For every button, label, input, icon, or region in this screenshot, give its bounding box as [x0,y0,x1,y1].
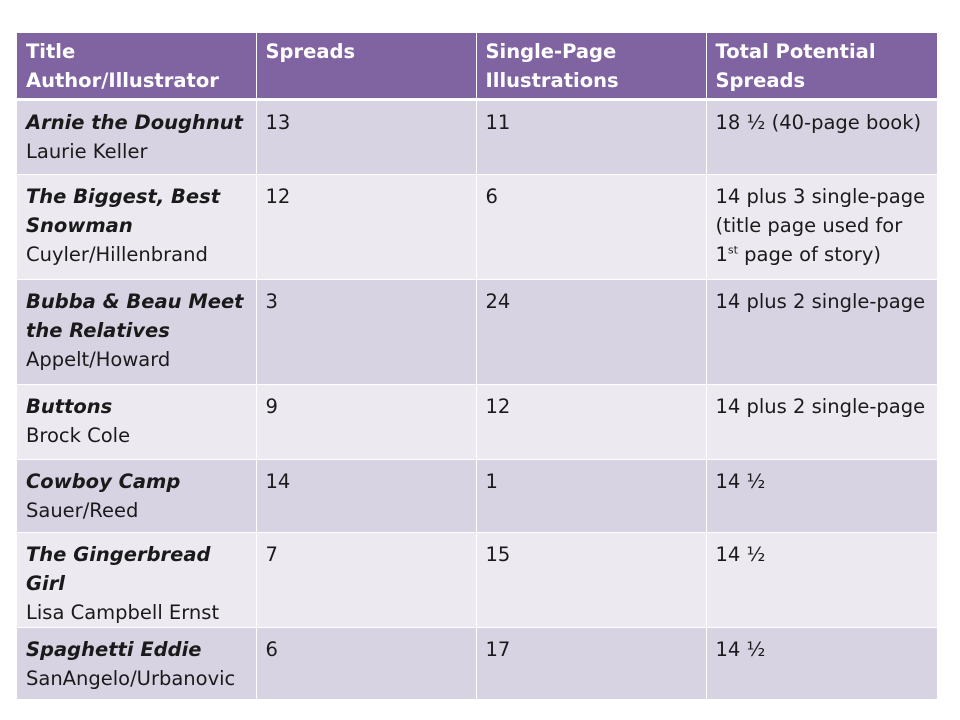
table-row: Buttons Brock Cole 9 12 14 plus 2 single… [17,384,937,460]
total-line3-ordinal: st [727,243,738,256]
header-total-potential: Total Potential Spreads [706,33,937,101]
table-header-row: Title Author/Illustrator Spreads Single-… [17,33,937,101]
total-cell: 14 plus 2 single-page [706,384,937,460]
book-author: Cuyler/Hillenbrand [26,242,208,266]
book-cell: Arnie the Doughnut Laurie Keller [17,99,257,175]
header-spreads: Spreads [256,33,477,101]
book-cell: Buttons Brock Cole [17,384,257,460]
total-line3-number: 1 [715,242,728,266]
single-page-cell: 17 [476,627,707,700]
book-title-line1: The Biggest, Best [26,184,221,208]
table-row: The Biggest, Best Snowman Cuyler/Hillenb… [17,174,937,280]
book-author: Lisa Campbell Ernst [26,600,220,624]
total-line2: (title page used for [715,213,903,237]
single-page-cell: 11 [476,99,707,175]
book-cell: The Biggest, Best Snowman Cuyler/Hillenb… [17,174,257,280]
single-page-cell: 6 [476,174,707,280]
total-cell: 14 plus 2 single-page [706,279,937,385]
total-cell: 14 ½ [706,459,937,533]
picture-book-spreads-table: Title Author/Illustrator Spreads Single-… [17,33,937,700]
table-row: Spaghetti Eddie SanAngelo/Urbanovic 6 17… [17,627,937,700]
book-title-line2: Snowman [26,213,133,237]
spreads-cell: 7 [256,532,477,628]
total-line3: 1st page of story) [716,240,932,269]
header-title-author: Title Author/Illustrator [17,33,257,101]
book-cell: Spaghetti Eddie SanAngelo/Urbanovic [17,627,257,700]
book-author: SanAngelo/Urbanovic [26,666,236,690]
table-row: Cowboy Camp Sauer/Reed 14 1 14 ½ [17,459,937,533]
single-page-cell: 1 [476,459,707,533]
book-cell: Bubba & Beau Meet the Relatives Appelt/H… [17,279,257,385]
total-line3-rest: page of story) [737,242,881,266]
book-title-line1: Bubba & Beau Meet [26,289,244,313]
table-row: The Gingerbread Girl Lisa Campbell Ernst… [17,532,937,628]
book-author: Laurie Keller [26,139,148,163]
book-title: Buttons [26,394,113,418]
book-title: Arnie the Doughnut [26,110,243,134]
spreads-cell: 6 [256,627,477,700]
total-cell: 14 ½ [706,627,937,700]
book-title-line2: the Relatives [26,318,170,342]
single-page-cell: 24 [476,279,707,385]
table-row: Arnie the Doughnut Laurie Keller 13 11 1… [17,99,937,175]
book-author: Sauer/Reed [26,498,139,522]
spreads-cell: 12 [256,174,477,280]
header-total-line2: Spreads [715,69,806,92]
table-row: Bubba & Beau Meet the Relatives Appelt/H… [17,279,937,385]
header-single-page: Single-Page Illustrations [476,33,707,101]
single-page-cell: 15 [476,532,707,628]
header-single-page-line1: Single-Page [485,40,617,63]
header-spreads-label: Spreads [265,40,356,63]
single-page-cell: 12 [476,384,707,460]
book-author: Brock Cole [26,423,131,447]
book-author: Appelt/Howard [26,347,171,371]
book-cell: The Gingerbread Girl Lisa Campbell Ernst [17,532,257,628]
spreads-cell: 3 [256,279,477,385]
spreads-cell: 13 [256,99,477,175]
header-author-illustrator: Author/Illustrator [26,69,219,92]
book-title: The Gingerbread Girl [26,542,211,595]
total-line1: 14 plus 3 single-page [715,184,926,208]
book-cell: Cowboy Camp Sauer/Reed [17,459,257,533]
header-single-page-line2: Illustrations [485,69,619,92]
book-title: Cowboy Camp [26,469,181,493]
spreads-cell: 9 [256,384,477,460]
header-total-line1: Total Potential [715,40,876,63]
total-cell: 14 ½ [706,532,937,628]
total-cell: 18 ½ (40-page book) [706,99,937,175]
book-title: Spaghetti Eddie [26,637,202,661]
total-cell: 14 plus 3 single-page (title page used f… [706,174,937,280]
header-title: Title [26,40,76,63]
spreads-cell: 14 [256,459,477,533]
